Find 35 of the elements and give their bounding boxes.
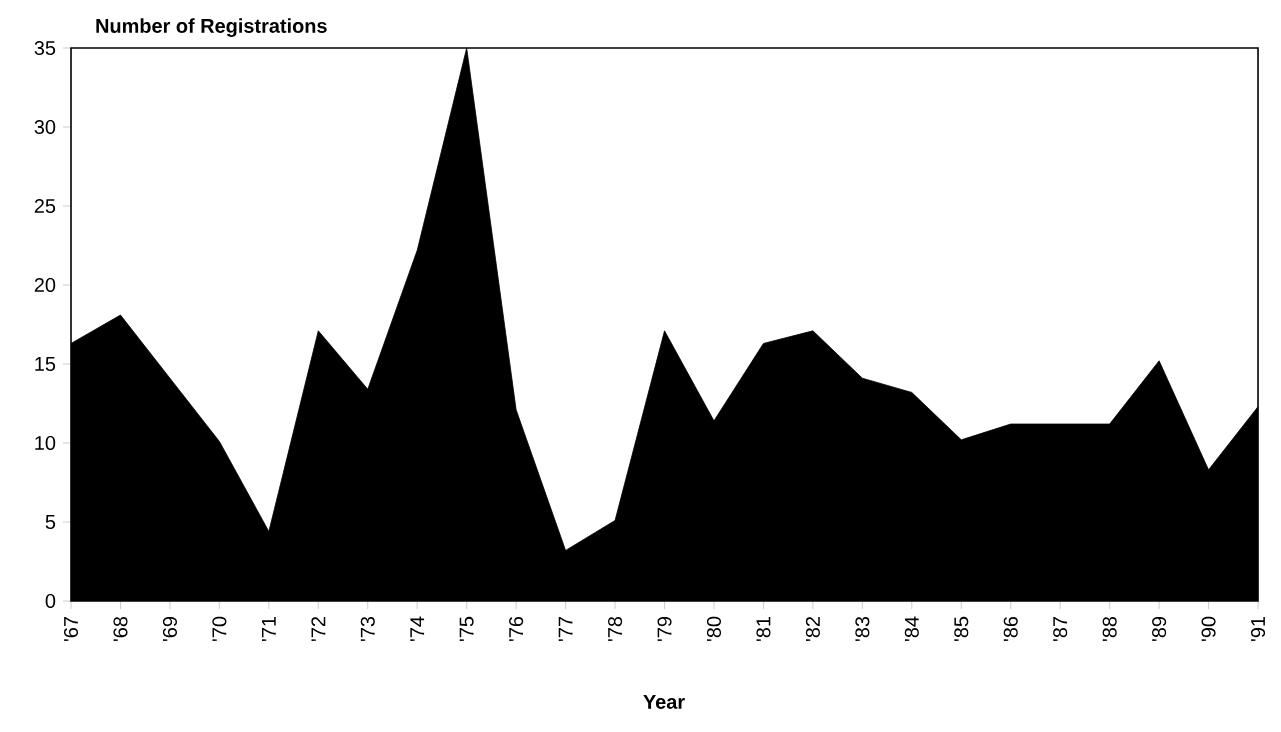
y-tick-label: 20 [34,277,56,293]
y-tick-label: 0 [45,593,56,609]
y-tick-label: 15 [35,357,56,371]
x-tick-label: '73 [360,616,375,641]
x-axis-title: Year [643,695,685,709]
y-tick-label: 5 [45,515,56,529]
x-tick-label: '79 [657,616,672,641]
x-tick-label: '70 [212,616,227,641]
x-tick-label: '72 [311,617,326,641]
x-tick-label: '85 [954,616,969,641]
x-tick-label: '78 [608,616,623,641]
x-tick-label: '83 [855,616,870,641]
x-tick-label: '87 [1053,617,1068,641]
x-tick-label: '88 [1102,616,1117,641]
x-tick-label: '76 [509,616,524,641]
x-tick-label: '71 [261,616,276,641]
x-tick-label: '74 [410,616,425,641]
x-tick-label: '86 [1003,616,1018,641]
x-tick-label: '84 [904,616,919,641]
y-axis-title: Number of Registrations [96,18,327,37]
x-tick-label: '67 [63,617,79,641]
x-tick-label: '81 [756,616,771,641]
x-tick-label: '90 [1201,616,1216,641]
x-tick-label: '82 [805,617,820,641]
y-tick-label: 10 [35,435,56,451]
x-tick-label: '75 [459,616,474,641]
x-tick-label: '77 [558,617,573,641]
x-tick-label: '80 [706,616,722,641]
y-tick-label: 35 [34,40,56,56]
x-tick-label: '91 [1250,616,1266,641]
x-tick-label: '89 [1152,616,1167,641]
y-tick-label: 25 [34,198,56,214]
x-tick-label: '69 [162,616,177,641]
y-tick-label: 30 [34,119,56,135]
x-tick-label: '68 [113,616,128,641]
